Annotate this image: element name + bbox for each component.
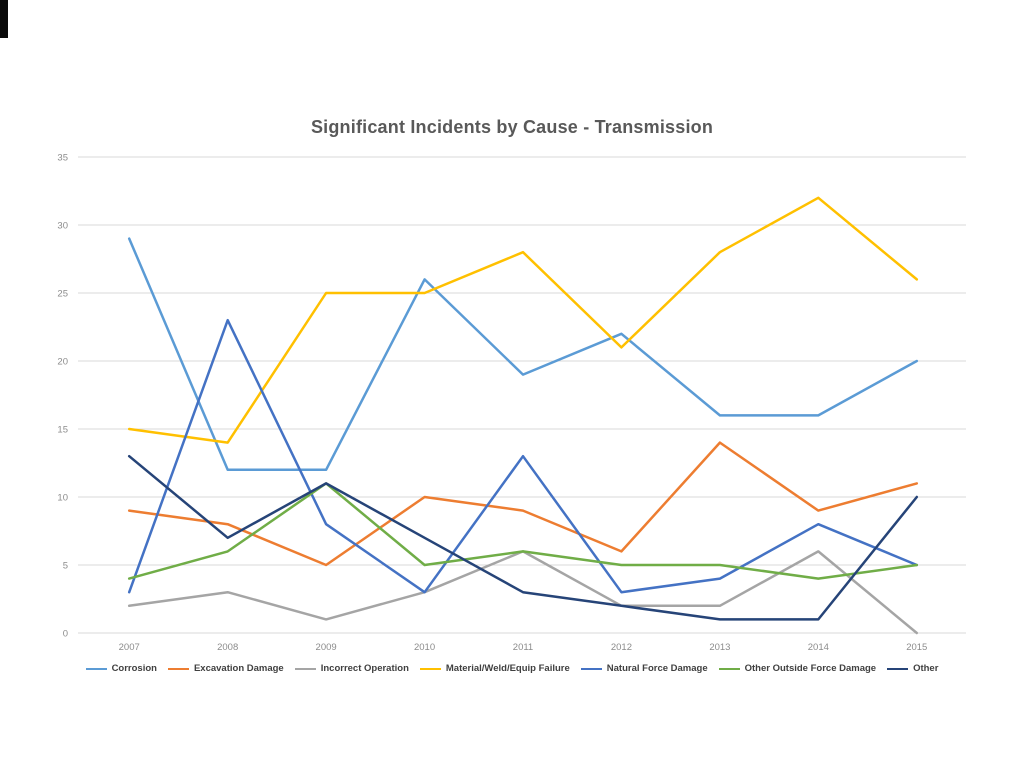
gridlines bbox=[78, 156, 966, 634]
legend-label: Excavation Damage bbox=[193, 663, 284, 674]
x-tick-label: 2015 bbox=[906, 642, 927, 653]
y-tick-label: 25 bbox=[57, 289, 68, 300]
legend-item-other-outside-force-damage: Other Outside Force Damage bbox=[718, 663, 877, 674]
series-line-material-weld-equip-failure bbox=[127, 196, 919, 444]
series-line-corrosion bbox=[127, 237, 919, 472]
x-tick-label: 2012 bbox=[611, 642, 632, 653]
x-tick-label: 2010 bbox=[414, 642, 435, 653]
x-tick-label: 2009 bbox=[316, 642, 337, 653]
series-line-excavation-damage bbox=[127, 441, 919, 567]
y-tick-label: 30 bbox=[57, 221, 68, 232]
legend-item-natural-force-damage: Natural Force Damage bbox=[580, 663, 708, 674]
legend-item-other: Other bbox=[887, 663, 938, 674]
legend-label: Material/Weld/Equip Failure bbox=[445, 663, 570, 674]
y-tick-label: 5 bbox=[63, 561, 68, 572]
screen-edge-artifact bbox=[0, 0, 8, 38]
y-tick-label: 15 bbox=[57, 425, 68, 436]
chart-title: Significant Incidents by Cause - Transmi… bbox=[310, 117, 714, 137]
y-tick-label: 0 bbox=[63, 629, 68, 640]
legend-line-swatch bbox=[580, 667, 602, 670]
x-tick-label: 2007 bbox=[119, 642, 140, 653]
legend-item-incorrect-operation: Incorrect Operation bbox=[294, 663, 409, 674]
legend-label: Other Outside Force Damage bbox=[744, 663, 877, 674]
legend-item-material-weld-equip-failure: Material/Weld/Equip Failure bbox=[419, 663, 570, 674]
y-axis-tick-labels: 0 5 10 15 20 25 30 35 bbox=[57, 153, 68, 640]
series-line-other-outside-force-damage bbox=[127, 482, 919, 580]
series-line-other bbox=[127, 454, 919, 621]
x-axis-tick-labels: 2007 2008 2009 2010 2011 2012 2013 2014 2015 bbox=[119, 642, 928, 653]
chart-legend: Corrosion Excavation Damage Incorrect Oper… bbox=[0, 663, 1024, 674]
x-tick-label: 2013 bbox=[709, 642, 730, 653]
legend-line-swatch bbox=[85, 667, 107, 670]
y-tick-label: 35 bbox=[57, 153, 68, 164]
legend-line-swatch bbox=[419, 667, 441, 670]
x-tick-label: 2011 bbox=[513, 642, 533, 653]
legend-label: Corrosion bbox=[111, 663, 157, 674]
y-tick-label: 10 bbox=[57, 493, 68, 504]
legend-item-corrosion: Corrosion bbox=[85, 663, 157, 674]
series-lines bbox=[127, 196, 919, 635]
series-line-natural-force-damage bbox=[127, 318, 919, 594]
x-tick-label: 2008 bbox=[217, 642, 238, 653]
legend-label: Natural Force Damage bbox=[606, 663, 708, 674]
legend-label: Other bbox=[913, 663, 939, 674]
legend-line-swatch bbox=[887, 667, 909, 670]
x-tick-label: 2014 bbox=[808, 642, 829, 653]
y-tick-label: 20 bbox=[57, 357, 68, 368]
legend-item-excavation-damage: Excavation Damage bbox=[167, 663, 284, 674]
legend-line-swatch bbox=[167, 667, 189, 670]
legend-label: Incorrect Operation bbox=[320, 663, 409, 674]
legend-line-swatch bbox=[294, 667, 316, 670]
legend-line-swatch bbox=[718, 667, 740, 670]
